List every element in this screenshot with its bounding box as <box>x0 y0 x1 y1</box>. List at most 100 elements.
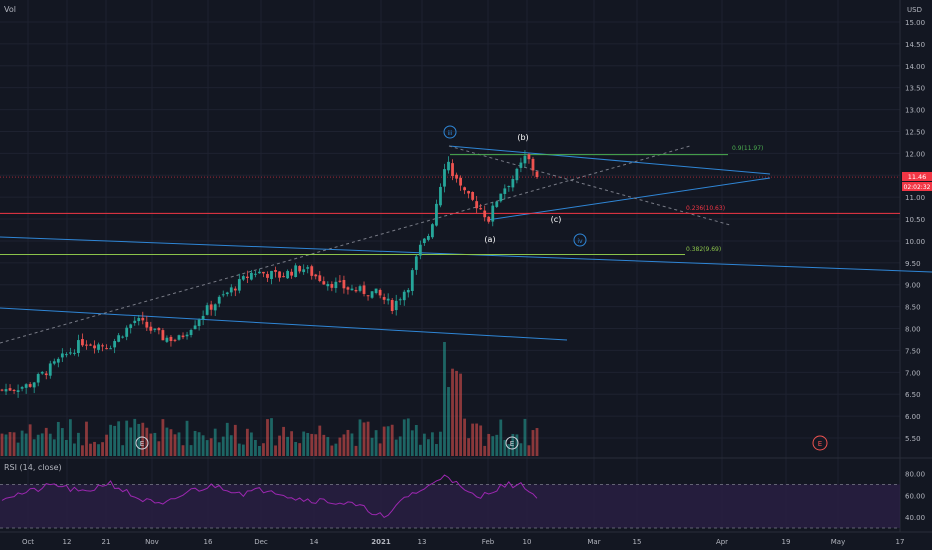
candle-body <box>241 276 245 280</box>
volume-bar <box>213 428 217 456</box>
volume-bar <box>245 428 249 456</box>
volume-bar <box>52 439 56 456</box>
volume-bar <box>0 433 4 456</box>
candle-body <box>370 291 374 298</box>
candle-body <box>523 155 527 164</box>
candle-body <box>527 154 531 160</box>
candle-body <box>535 171 539 178</box>
volume-bar <box>455 370 458 456</box>
volume-bar <box>137 423 141 456</box>
candle-body <box>491 205 495 222</box>
candle-body <box>306 267 310 269</box>
volume-bar <box>117 421 121 456</box>
volume-bar <box>314 434 318 456</box>
wave-iii-label: iii <box>447 130 452 137</box>
volume-bar <box>24 433 28 456</box>
candle-body <box>157 328 161 331</box>
currency-label: USD <box>907 6 922 14</box>
candle-body <box>294 265 298 278</box>
volume-bar <box>133 418 137 456</box>
volume-bar <box>507 444 511 456</box>
volume-bar <box>370 437 374 456</box>
volume-bar <box>302 431 306 456</box>
x-tick-label: 12 <box>63 538 72 546</box>
candle-body <box>426 235 430 240</box>
volume-bar <box>4 434 8 456</box>
candle-body <box>286 270 290 279</box>
candle-body <box>117 335 121 342</box>
x-tick-label: Nov <box>145 538 159 546</box>
x-tick-label: 14 <box>310 538 319 546</box>
candles <box>0 150 539 398</box>
candle-body <box>213 304 217 311</box>
volume-bar <box>266 419 269 456</box>
y-tick-label: 10.00 <box>905 238 925 246</box>
candle-body <box>435 203 438 226</box>
earnings-marker-1[interactable]: E <box>135 436 149 450</box>
candle-body <box>197 319 201 327</box>
volume-bar <box>12 432 16 456</box>
volume-bar <box>225 422 229 456</box>
volume-bar <box>125 420 129 456</box>
y-tick-label: 12.50 <box>905 128 925 136</box>
candle-body <box>254 273 257 275</box>
volume-bar <box>274 445 277 456</box>
volume-bar <box>390 424 394 456</box>
volume-bar <box>64 439 68 456</box>
vol-label: Vol <box>4 5 16 14</box>
rsi-band <box>0 484 900 528</box>
candle-body <box>515 168 519 181</box>
volume-bar <box>109 424 113 456</box>
fib-levels[interactable] <box>0 154 900 256</box>
candle-body <box>342 279 346 289</box>
earnings-label-3: E <box>818 440 822 448</box>
volume-bar <box>173 434 177 456</box>
volume-bar <box>511 433 515 456</box>
time-axis[interactable]: Oct 12 21 Nov 16 Dec 14 2021 13 Feb 10 Mar 15 Apr 19 Ma… <box>22 538 905 546</box>
volume-bar <box>129 427 133 456</box>
earnings-marker-2[interactable]: E <box>505 436 519 450</box>
y-tick-label: 9.00 <box>905 282 921 290</box>
price-axis[interactable]: 5.50 6.00 6.50 7.00 7.50 8.00 8.50 9.00 9.50 10.0… <box>905 19 925 443</box>
volume-bar <box>73 443 76 456</box>
earnings-label-1: E <box>140 440 144 448</box>
candle-body <box>153 328 157 330</box>
volume-bar <box>278 435 281 456</box>
x-tick-label: Dec <box>254 538 268 546</box>
rsi-axis-label: 80.00 <box>905 470 925 478</box>
candle-body <box>60 353 64 358</box>
candle-body <box>467 191 471 194</box>
candle-body <box>121 336 125 338</box>
y-tick-label: 5.50 <box>905 435 921 443</box>
volume-bar <box>193 430 197 456</box>
candle-body <box>451 163 454 177</box>
volume-bar <box>229 435 233 456</box>
candle-body <box>338 280 342 282</box>
volume-bar <box>93 441 96 456</box>
volume-bar <box>535 428 539 456</box>
candle-body <box>85 344 88 346</box>
wave-iii-circle <box>443 125 457 139</box>
volume-bar <box>157 441 161 456</box>
volume-bar <box>398 436 402 456</box>
candle-body <box>20 387 24 389</box>
volume-bar <box>48 433 52 456</box>
candle-body <box>398 299 402 301</box>
candle-body <box>173 339 177 341</box>
volume-bar <box>374 430 378 456</box>
volume-bar <box>20 430 24 456</box>
candle-body <box>229 287 233 293</box>
candle-body <box>89 344 92 346</box>
earnings-marker-3[interactable]: E <box>812 435 828 451</box>
volume-bar <box>68 419 72 456</box>
rsi-line <box>1 474 538 519</box>
candle-body <box>77 340 80 353</box>
candle-body <box>73 352 76 354</box>
volume-bar <box>145 427 149 456</box>
candle-body <box>185 334 189 337</box>
volume-bar <box>426 439 430 456</box>
volume-bar <box>298 443 302 456</box>
volume-bar <box>270 418 273 456</box>
volume-bar <box>362 422 366 456</box>
